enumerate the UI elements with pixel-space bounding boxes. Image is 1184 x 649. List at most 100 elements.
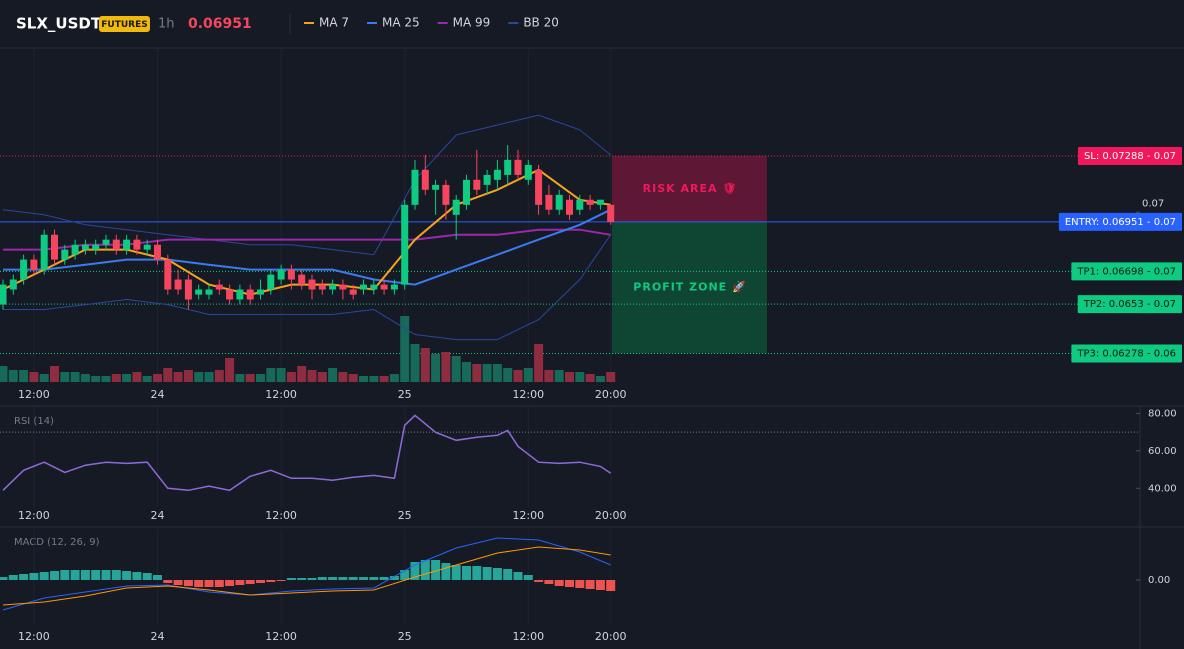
volume-bar xyxy=(585,374,595,382)
volume-bar xyxy=(338,372,348,382)
volume-bar xyxy=(0,366,8,382)
level-label-bg xyxy=(1077,295,1182,314)
candle-body xyxy=(576,199,584,210)
histogram-bar xyxy=(369,577,379,580)
candle-body xyxy=(318,284,326,290)
histogram-bar xyxy=(173,580,183,585)
histogram-bar xyxy=(70,570,80,580)
histogram-bar xyxy=(348,577,358,580)
x-tick-label: 12:00 xyxy=(265,388,297,401)
histogram-bar xyxy=(462,566,471,580)
indicator-line xyxy=(2,114,612,256)
macd-line xyxy=(2,537,611,611)
x-tick-label: 25 xyxy=(398,630,412,643)
histogram-bar xyxy=(328,577,338,580)
histogram-bar xyxy=(595,580,605,590)
histogram-bar xyxy=(410,562,420,580)
macd-line xyxy=(2,546,611,606)
volume-bar xyxy=(534,344,544,382)
panel-title: MACD (12, 26, 9) xyxy=(14,537,100,548)
x-tick-label: 12:00 xyxy=(265,509,297,522)
candle-body xyxy=(607,204,615,222)
x-tick-label: 24 xyxy=(151,509,165,522)
volume-bar xyxy=(369,376,379,382)
volume-bar xyxy=(359,376,368,382)
histogram-bar xyxy=(256,580,265,583)
candle-body xyxy=(277,269,285,280)
x-tick-label: 12:00 xyxy=(18,630,50,643)
candle-body xyxy=(226,289,234,300)
volume-bar xyxy=(462,362,471,382)
level-label: TP2: 0.0653 - 0.07 xyxy=(1083,299,1176,310)
volume-bar xyxy=(256,374,265,382)
x-tick-label: 12:00 xyxy=(512,388,544,401)
histogram-bar xyxy=(513,572,523,580)
indicator-line xyxy=(3,208,612,286)
histogram-bar xyxy=(142,573,152,580)
volume-bar xyxy=(111,374,121,382)
histogram-bar xyxy=(214,580,224,587)
y-tick-label: 80.00 xyxy=(1148,408,1177,419)
histogram-bar xyxy=(163,580,173,583)
histogram-bar xyxy=(80,570,90,580)
zone-label: PROFIT ZONE 🚀 xyxy=(633,281,746,294)
candle-body xyxy=(421,169,429,190)
x-tick-label: 12:00 xyxy=(265,630,297,643)
y-tick-label: 40.00 xyxy=(1148,483,1177,494)
histogram-bar xyxy=(575,580,585,588)
volume-bar xyxy=(183,370,193,382)
candle-body xyxy=(9,279,17,290)
candle-body xyxy=(370,284,378,290)
volume-bar xyxy=(379,376,389,382)
level-label: SL: 0.07288 - 0.07 xyxy=(1084,151,1176,162)
volume-bar xyxy=(101,376,111,382)
candle-body xyxy=(92,244,100,250)
volume-bar xyxy=(80,374,90,382)
histogram-bar xyxy=(441,563,451,580)
volume-bar xyxy=(431,354,441,382)
candle-body xyxy=(432,184,440,190)
x-tick-label: 12:00 xyxy=(18,509,50,522)
histogram-bar xyxy=(472,566,482,580)
volume-bar xyxy=(286,372,296,382)
histogram-bar xyxy=(39,572,49,580)
volume-bar xyxy=(317,372,327,382)
candle-body xyxy=(71,244,79,255)
candle-body xyxy=(483,174,491,185)
volume-bar xyxy=(297,366,307,382)
volume-bar xyxy=(91,376,101,382)
volume-bar xyxy=(132,372,142,382)
histogram-bar xyxy=(276,580,286,581)
candle-body xyxy=(51,234,58,260)
volume-bar xyxy=(410,344,420,382)
badge: FUTURES xyxy=(101,20,147,30)
volume-bar xyxy=(142,376,152,382)
candle-body xyxy=(267,274,275,290)
volume-bar xyxy=(276,368,286,382)
candle-body xyxy=(61,249,69,260)
histogram-bar xyxy=(194,580,204,587)
candle-body xyxy=(298,274,306,285)
x-tick-label: 24 xyxy=(151,388,165,401)
histogram-bar xyxy=(19,574,29,580)
histogram-bar xyxy=(235,580,245,585)
volume-bar xyxy=(348,374,358,382)
volume-bar xyxy=(29,372,39,382)
candle-body xyxy=(287,269,295,280)
histogram-bar xyxy=(451,565,461,580)
volume-bar xyxy=(163,368,173,382)
histogram-bar xyxy=(29,573,39,580)
zone xyxy=(612,155,767,222)
candle-body xyxy=(380,284,388,290)
level-label: TP3: 0.06278 - 0.06 xyxy=(1076,348,1176,359)
volume-bar xyxy=(492,364,502,382)
histogram-bar xyxy=(359,577,368,580)
candle-body xyxy=(442,184,450,205)
y-tick-label: 60.00 xyxy=(1148,446,1177,457)
histogram-bar xyxy=(307,578,317,580)
histogram-bar xyxy=(132,572,142,580)
x-tick-label: 12:00 xyxy=(512,630,544,643)
